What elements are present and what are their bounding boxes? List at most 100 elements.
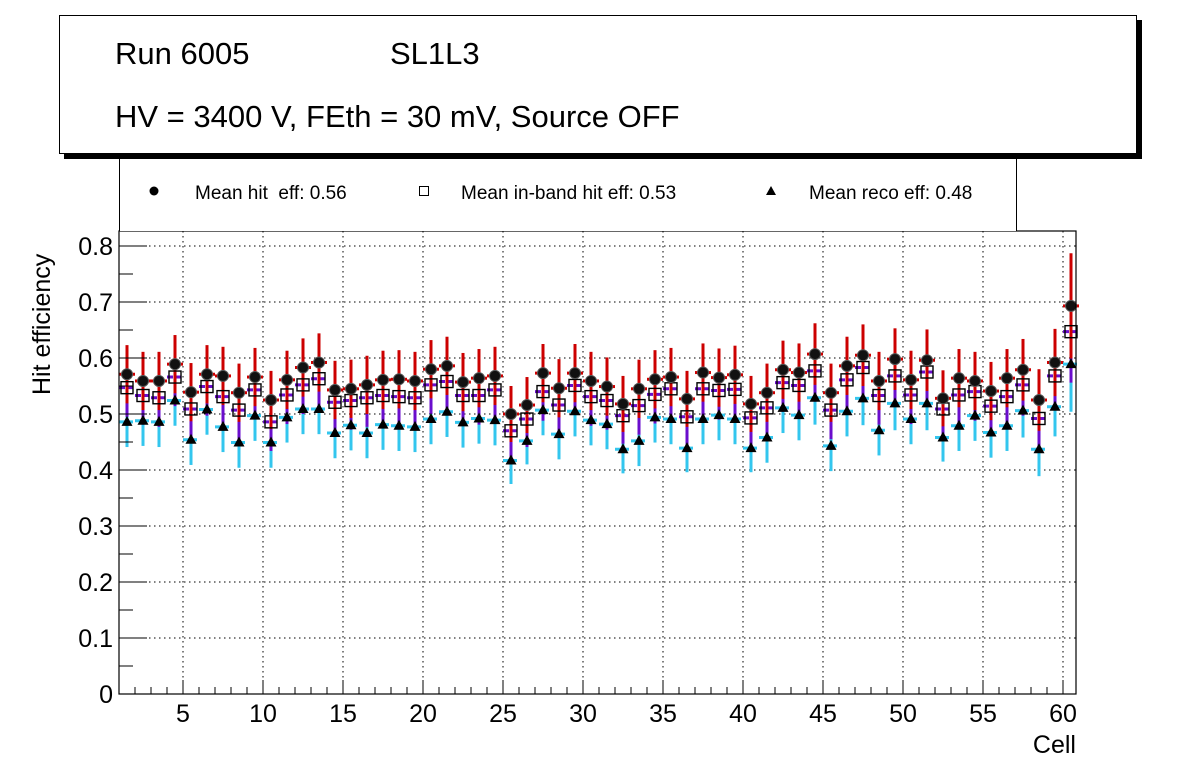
data-point-hit-eff bbox=[249, 371, 261, 384]
data-point-hit-eff bbox=[457, 376, 469, 389]
data-point-hit-eff bbox=[1049, 356, 1061, 369]
data-point-inband-eff bbox=[600, 393, 614, 408]
data-point-inband-eff bbox=[808, 364, 822, 378]
data-point-reco-eff bbox=[681, 442, 693, 453]
data-point-inband-eff bbox=[712, 383, 726, 398]
data-point-reco-eff bbox=[633, 434, 645, 445]
data-point-reco-eff bbox=[345, 419, 357, 430]
legend-item-reco-eff: Mean reco eff: 0.48 bbox=[809, 183, 973, 204]
legend-triangle-marker-icon bbox=[766, 186, 776, 195]
data-point-inband-eff bbox=[760, 401, 774, 415]
data-point-inband-eff bbox=[856, 360, 870, 375]
data-point-inband-eff bbox=[696, 382, 710, 396]
data-point-inband-eff bbox=[552, 398, 566, 412]
data-point-inband-eff bbox=[632, 398, 646, 413]
data-point-reco-eff bbox=[281, 411, 293, 422]
data-point-reco-eff bbox=[153, 415, 165, 426]
data-point-hit-eff bbox=[537, 367, 549, 380]
data-point-hit-eff bbox=[793, 366, 805, 379]
data-point-hit-eff bbox=[473, 372, 485, 385]
data-point-hit-eff bbox=[553, 382, 565, 395]
data-point-inband-eff bbox=[136, 388, 150, 403]
data-point-reco-eff bbox=[521, 434, 533, 445]
legend: Mean hit eff: 0.56 Mean in-band hit eff:… bbox=[119, 153, 1017, 231]
x-tick-label: 5 bbox=[176, 700, 190, 728]
data-point-reco-eff bbox=[297, 402, 309, 413]
data-point-reco-eff bbox=[665, 413, 677, 424]
data-point-inband-eff bbox=[728, 382, 742, 397]
data-point-inband-eff bbox=[232, 403, 246, 417]
legend-circle-marker-icon bbox=[149, 186, 159, 196]
y-tick-label: 0.4 bbox=[78, 457, 113, 485]
data-point-hit-eff bbox=[505, 408, 517, 420]
data-point-hit-eff bbox=[313, 356, 325, 369]
data-point-reco-eff bbox=[713, 409, 725, 420]
data-point-reco-eff bbox=[265, 436, 277, 447]
data-point-reco-eff bbox=[185, 433, 197, 444]
data-point-hit-eff bbox=[1001, 372, 1013, 385]
run-label: Run 6005 bbox=[115, 36, 250, 71]
title-box: Run 6005 SL1L3 HV = 3400 V, FEth = 30 mV… bbox=[59, 15, 1137, 154]
data-point-hit-eff bbox=[377, 373, 389, 386]
data-point-reco-eff bbox=[601, 418, 613, 429]
data-point-hit-eff bbox=[953, 372, 965, 385]
data-point-inband-eff bbox=[184, 402, 198, 416]
data-point-reco-eff bbox=[329, 427, 341, 438]
y-tick-label: 0 bbox=[99, 681, 113, 709]
data-point-reco-eff bbox=[1017, 404, 1029, 415]
data-point-hit-eff bbox=[761, 386, 773, 399]
data-point-reco-eff bbox=[985, 426, 997, 437]
data-point-hit-eff bbox=[169, 358, 181, 371]
x-tick-label: 15 bbox=[329, 700, 357, 728]
axes: 5 10 15 20 25 30 35 40 45 50 55 60 0 0.1 0.2 0.3 0.4 0.5 0… bbox=[78, 233, 1077, 728]
data-point-reco-eff bbox=[425, 413, 437, 424]
x-tick-label: 50 bbox=[889, 700, 917, 728]
data-point-hit-eff bbox=[633, 382, 645, 395]
data-point-hit-eff bbox=[681, 392, 693, 405]
data-point-inband-eff bbox=[120, 380, 134, 395]
data-point-hit-eff bbox=[585, 374, 597, 387]
data-point-hit-eff bbox=[729, 368, 741, 381]
data-point-reco-eff bbox=[361, 427, 373, 438]
data-point-reco-eff bbox=[969, 409, 981, 420]
data-point-reco-eff bbox=[217, 420, 229, 431]
x-tick-label: 40 bbox=[729, 700, 757, 728]
data-point-reco-eff bbox=[537, 404, 549, 415]
data-point-inband-eff bbox=[280, 388, 294, 402]
data-point-inband-eff bbox=[152, 391, 166, 405]
data-point-hit-eff bbox=[809, 348, 821, 361]
data-point-hit-eff bbox=[777, 363, 789, 376]
data-point-hit-eff bbox=[393, 373, 405, 386]
data-point-hit-eff bbox=[153, 374, 165, 387]
data-point-inband-eff bbox=[1048, 369, 1062, 383]
data-point-reco-eff bbox=[889, 397, 901, 408]
data-point-hit-eff bbox=[825, 386, 837, 399]
data-point-reco-eff bbox=[729, 413, 741, 424]
data-point-inband-eff bbox=[440, 374, 454, 389]
data-point-reco-eff bbox=[457, 416, 469, 427]
data-point-hit-eff bbox=[441, 359, 453, 372]
data-point-inband-eff bbox=[520, 412, 534, 426]
x-tick-label: 45 bbox=[809, 700, 837, 728]
data-point-reco-eff bbox=[553, 428, 565, 439]
data-point-inband-eff bbox=[472, 388, 486, 403]
grid-lines bbox=[119, 231, 1076, 694]
data-point-reco-eff bbox=[761, 431, 773, 442]
data-point-hit-eff bbox=[697, 366, 709, 379]
data-point-hit-eff bbox=[873, 374, 885, 387]
data-point-hit-eff bbox=[121, 368, 133, 381]
data-point-inband-eff bbox=[1016, 378, 1030, 392]
y-tick-label: 0.6 bbox=[78, 345, 113, 373]
data-point-reco-eff bbox=[793, 409, 805, 420]
x-axis-title: Cell bbox=[1033, 731, 1076, 759]
data-point-reco-eff bbox=[585, 414, 597, 425]
legend-item-hit-eff: Mean hit eff: 0.56 bbox=[195, 183, 347, 204]
data-point-inband-eff bbox=[264, 415, 278, 429]
data-point-reco-eff bbox=[1049, 400, 1061, 411]
data-point-hit-eff bbox=[745, 397, 757, 410]
data-point-hit-eff bbox=[665, 371, 677, 384]
data-point-inband-eff bbox=[248, 383, 262, 397]
data-point-inband-eff bbox=[200, 379, 214, 394]
data-point-inband-eff bbox=[296, 378, 310, 392]
data-point-reco-eff bbox=[569, 405, 581, 416]
